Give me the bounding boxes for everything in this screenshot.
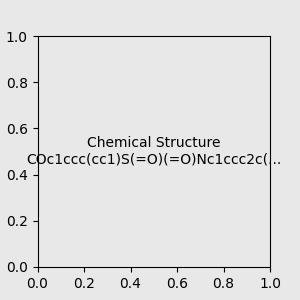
Text: Chemical Structure
COc1ccc(cc1)S(=O)(=O)Nc1ccc2c(...: Chemical Structure COc1ccc(cc1)S(=O)(=O)…: [26, 136, 281, 166]
